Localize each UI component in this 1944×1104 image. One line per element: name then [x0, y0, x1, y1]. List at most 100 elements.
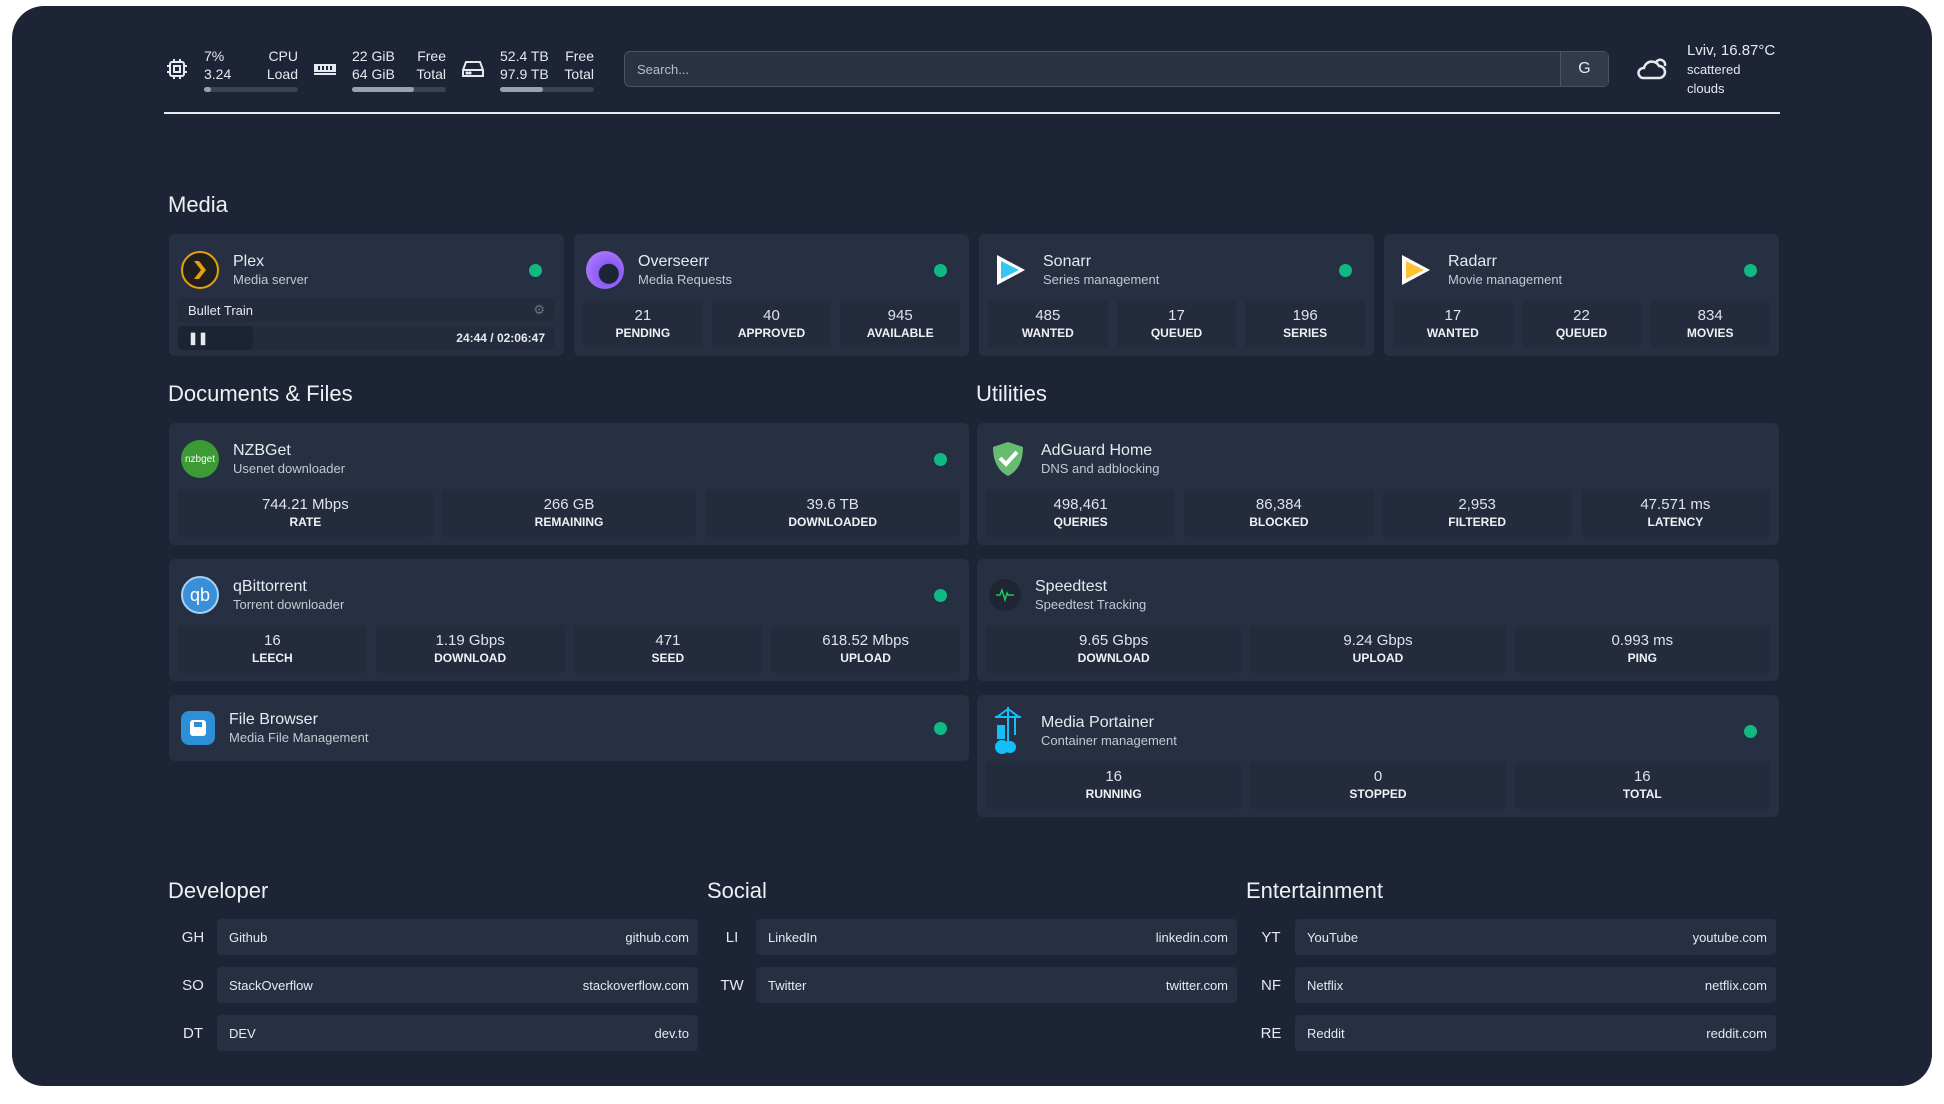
plex-logo-icon: [181, 251, 219, 289]
stat-label: QUEUED: [1150, 326, 1203, 340]
stat-value: 0.993 ms: [1611, 632, 1674, 649]
stat-wanted: 485 WANTED: [988, 300, 1108, 348]
bookmark-link[interactable]: DEV dev.to: [217, 1015, 698, 1051]
bookmark-name: LinkedIn: [768, 929, 818, 945]
bookmark-name: Reddit: [1307, 1025, 1345, 1041]
stat-upload: 9.24 Gbps UPLOAD: [1250, 625, 1506, 673]
bookmark-link[interactable]: Reddit reddit.com: [1295, 1015, 1776, 1051]
bookmark-linkedin[interactable]: LI LinkedIn linkedin.com: [708, 919, 1237, 955]
bookmark-name: YouTube: [1307, 929, 1359, 945]
bookmark-github[interactable]: GH Github github.com: [169, 919, 698, 955]
stat-wanted: 17 WANTED: [1393, 300, 1513, 348]
stat-label: SEED: [651, 651, 685, 665]
bookmark-link[interactable]: Netflix netflix.com: [1295, 967, 1776, 1003]
stat-value: 618.52 Mbps: [822, 632, 909, 649]
stat-rate: 744.21 Mbps RATE: [178, 489, 433, 537]
stat-stopped: 0 STOPPED: [1250, 761, 1506, 809]
bookmark-link[interactable]: LinkedIn linkedin.com: [756, 919, 1237, 955]
stat-value: 39.6 TB: [806, 496, 859, 513]
stat-value: 16: [264, 632, 281, 649]
service-desc: Series management: [1043, 272, 1160, 287]
filebrowser-card[interactable]: File Browser Media File Management: [169, 695, 969, 761]
portainer-card[interactable]: Media Portainer Container management 16 RU…: [977, 695, 1779, 817]
bookmark-abbr: TW: [720, 976, 744, 994]
stat-label: WANTED: [1426, 326, 1479, 340]
qbittorrent-card[interactable]: qb qBittorrent Torrent downloader 16 LEECH…: [169, 559, 969, 681]
stat-label: RUNNING: [1085, 787, 1142, 801]
stat-value: 471: [655, 632, 681, 649]
section-social: Social: [707, 878, 767, 903]
service-name: Plex: [233, 253, 265, 270]
stat-label: LEECH: [252, 651, 293, 665]
bookmark-reddit[interactable]: RE Reddit reddit.com: [1247, 1015, 1776, 1051]
memory-bar: [352, 86, 446, 92]
radarr-card[interactable]: Radarr Movie management 17 WANTED 22 QUEUED 8…: [1384, 234, 1779, 356]
bookmark-stackoverflow[interactable]: SO StackOverflow stackoverflow.com: [169, 967, 698, 1003]
search-box: G: [624, 51, 1609, 87]
bookmark-link[interactable]: Twitter twitter.com: [756, 967, 1237, 1003]
stat-remaining: 266 GB REMAINING: [441, 489, 697, 537]
stat-label: PENDING: [615, 326, 671, 340]
header-divider: [164, 112, 1780, 114]
bookmark-link[interactable]: StackOverflow stackoverflow.com: [217, 967, 698, 1003]
stats-row: 16 LEECH 1.19 Gbps DOWNLOAD 471 SEED 618.52 Mb…: [169, 617, 969, 673]
bookmark-youtube[interactable]: YT YouTube youtube.com: [1247, 919, 1776, 955]
stat-queued: 22 QUEUED: [1521, 300, 1642, 348]
stat-label: RATE: [289, 515, 322, 529]
stat-value: 266 GB: [543, 496, 595, 513]
search-input[interactable]: [625, 61, 1560, 77]
status-dot: [1744, 263, 1757, 277]
cpu-label: CPU: [268, 47, 298, 64]
bookmark-url: stackoverflow.com: [582, 977, 689, 993]
bookmark-dev[interactable]: DT DEV dev.to: [169, 1015, 698, 1051]
stat-label: UPLOAD: [1352, 651, 1404, 665]
bookmark-abbr: YT: [1261, 928, 1281, 946]
stat-approved: 40 APPROVED: [711, 300, 832, 348]
stat-value: 9.65 Gbps: [1079, 632, 1149, 649]
service-desc: Container management: [1041, 733, 1177, 748]
stat-value: 196: [1292, 307, 1318, 324]
adguard-card[interactable]: AdGuard Home DNS and adblocking 498,461 QU…: [977, 423, 1779, 545]
stats-row: 498,461 QUERIES 86,384 BLOCKED 2,953 FILTERED…: [977, 481, 1779, 537]
bookmark-link[interactable]: YouTube youtube.com: [1295, 919, 1776, 955]
bookmark-name: DEV: [229, 1025, 256, 1041]
bookmark-twitter[interactable]: TW Twitter twitter.com: [708, 967, 1237, 1003]
bookmark-link[interactable]: Github github.com: [217, 919, 698, 955]
stat-label: TOTAL: [1622, 787, 1662, 801]
bookmark-netflix[interactable]: NF Netflix netflix.com: [1247, 967, 1776, 1003]
bookmark-abbr: LI: [725, 928, 739, 946]
plex-card[interactable]: Plex Media server Bullet Train ⚙ ❚❚ 24:44 …: [169, 234, 564, 356]
stat-value: 17: [1168, 307, 1185, 324]
stat-label: DOWNLOADED: [788, 515, 878, 529]
service-desc: Media server: [233, 272, 309, 287]
nzbget-card[interactable]: nzbget NZBGet Usenet downloader 744.21 Mb…: [169, 423, 969, 545]
sonarr-card[interactable]: Sonarr Series management 485 WANTED 17 QUEUE…: [979, 234, 1374, 356]
memory-icon: [312, 56, 338, 82]
stat-label: DOWNLOAD: [434, 651, 507, 665]
stat-label: APPROVED: [737, 326, 806, 340]
speedtest-card[interactable]: Speedtest Speedtest Tracking 9.65 Gbps DOW…: [977, 559, 1779, 681]
playback-progress[interactable]: ❚❚ 24:44 / 02:06:47: [178, 326, 555, 350]
service-name: Speedtest: [1035, 578, 1108, 595]
disk-total: 97.9 TB: [500, 65, 549, 82]
stat-label: PING: [1627, 651, 1657, 665]
sonarr-logo-icon: [991, 251, 1029, 289]
stat-value: 40: [763, 307, 780, 324]
stat-value: 16: [1105, 768, 1122, 785]
stat-value: 2,953: [1458, 496, 1496, 513]
stat-value: 744.21 Mbps: [261, 496, 349, 513]
search-provider-button[interactable]: G: [1559, 52, 1608, 86]
stat-value: 498,461: [1053, 496, 1108, 513]
status-dot: [934, 452, 947, 466]
pause-icon[interactable]: ❚❚: [188, 331, 209, 345]
service-desc: DNS and adblocking: [1041, 461, 1160, 476]
service-name: Radarr: [1448, 253, 1497, 270]
stats-row: 17 WANTED 22 QUEUED 834 MOVIES: [1384, 292, 1779, 348]
stat-movies: 834 MOVIES: [1650, 300, 1771, 348]
stats-row: 485 WANTED 17 QUEUED 196 SERIES: [979, 292, 1374, 348]
section-media: Media: [168, 192, 228, 217]
overseerr-card[interactable]: Overseerr Media Requests 21 PENDING 40 APPRO…: [574, 234, 969, 356]
service-name: AdGuard Home: [1041, 442, 1153, 459]
stat-value: 16: [1633, 768, 1651, 785]
qbittorrent-logo-icon: qb: [181, 576, 219, 614]
